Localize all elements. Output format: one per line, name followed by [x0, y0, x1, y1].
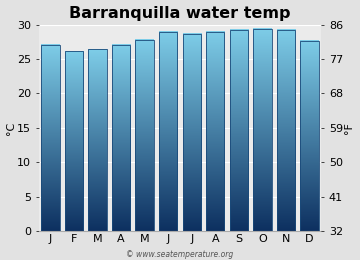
Bar: [230, 30, 248, 231]
Y-axis label: °C: °C: [5, 121, 15, 134]
Bar: [135, 40, 154, 231]
Bar: [112, 45, 130, 231]
Bar: [88, 49, 107, 231]
Bar: [183, 34, 201, 231]
Bar: [277, 30, 295, 231]
Bar: [253, 29, 271, 231]
Title: Barranquilla water temp: Barranquilla water temp: [69, 5, 291, 21]
Bar: [300, 41, 319, 231]
Y-axis label: °F: °F: [345, 122, 355, 134]
Bar: [65, 51, 83, 231]
Bar: [159, 32, 177, 231]
Bar: [41, 45, 60, 231]
Text: © www.seatemperature.org: © www.seatemperature.org: [126, 250, 234, 259]
Bar: [206, 32, 224, 231]
